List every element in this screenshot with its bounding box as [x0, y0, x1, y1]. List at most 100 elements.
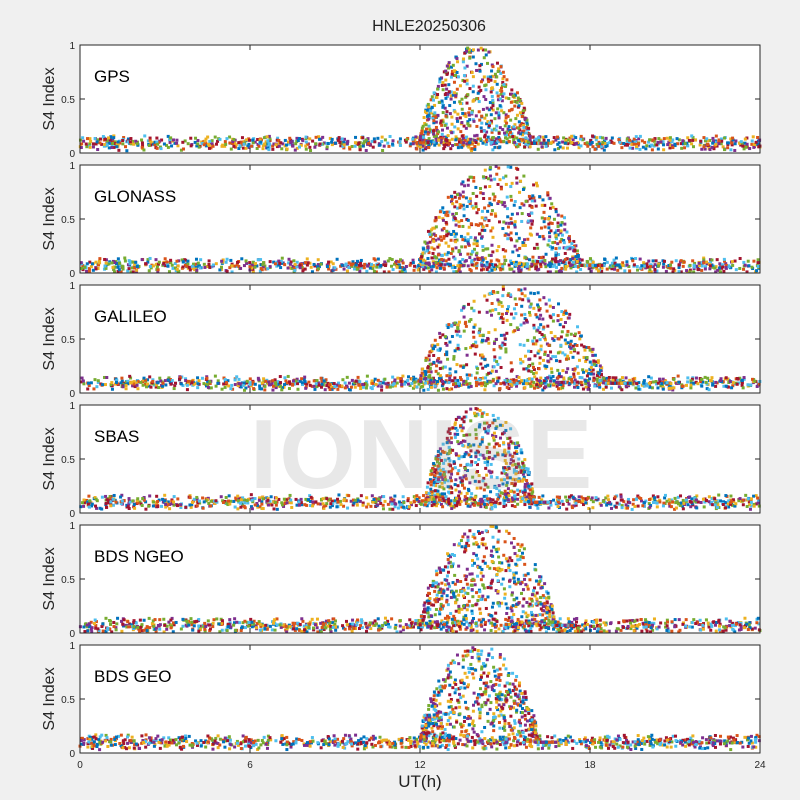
data-point: [493, 72, 497, 76]
data-point: [439, 263, 443, 267]
data-point: [444, 220, 448, 224]
data-point: [490, 209, 494, 213]
data-point: [287, 140, 291, 144]
data-point: [196, 386, 200, 390]
data-point: [154, 262, 158, 266]
data-point: [436, 253, 440, 257]
data-point: [112, 493, 116, 497]
data-point: [224, 260, 228, 264]
data-point: [554, 260, 558, 264]
data-point: [506, 127, 510, 131]
data-point: [642, 381, 646, 385]
data-point: [420, 129, 424, 133]
data-point: [472, 325, 476, 329]
data-point: [497, 136, 501, 140]
data-point: [441, 218, 445, 222]
data-point: [497, 131, 501, 135]
data-point: [531, 261, 535, 265]
data-point: [628, 378, 632, 382]
data-point: [472, 119, 476, 123]
data-point: [583, 142, 587, 146]
data-point: [460, 219, 464, 223]
data-point: [411, 258, 415, 262]
data-point: [574, 258, 578, 262]
data-point: [451, 202, 455, 206]
data-point: [427, 263, 431, 267]
data-point: [468, 197, 472, 201]
data-point: [424, 132, 428, 136]
data-point: [735, 382, 739, 386]
data-point: [499, 71, 503, 75]
data-point: [258, 269, 262, 273]
data-point: [417, 266, 421, 270]
data-point: [193, 262, 197, 266]
data-point: [179, 148, 183, 152]
data-point: [397, 260, 401, 264]
data-point: [677, 266, 681, 270]
data-point: [661, 386, 665, 390]
data-point: [537, 267, 541, 271]
data-point: [251, 138, 255, 142]
data-point: [461, 111, 465, 115]
data-point: [568, 312, 572, 316]
data-point: [128, 262, 132, 266]
data-point: [117, 268, 121, 272]
data-point: [507, 292, 511, 296]
data-point: [492, 127, 496, 131]
data-point: [344, 499, 348, 503]
data-point: [500, 84, 504, 88]
data-point: [343, 386, 347, 390]
data-point: [719, 377, 723, 381]
data-point: [628, 140, 632, 144]
data-point: [543, 203, 547, 207]
data-point: [546, 324, 550, 328]
data-point: [372, 269, 376, 273]
data-point: [612, 141, 616, 145]
data-point: [500, 89, 504, 93]
data-point: [659, 140, 663, 144]
data-point: [488, 201, 492, 205]
data-point: [509, 217, 513, 221]
data-point: [507, 263, 511, 267]
data-point: [676, 495, 680, 499]
data-point: [546, 193, 550, 197]
data-point: [571, 245, 575, 249]
data-point: [455, 57, 459, 61]
data-point: [438, 335, 442, 339]
data-point: [456, 378, 460, 382]
data-point: [488, 167, 492, 171]
data-point: [476, 257, 480, 261]
data-point: [141, 144, 145, 148]
data-point: [699, 139, 703, 143]
data-point: [214, 384, 218, 388]
data-point: [474, 340, 478, 344]
data-point: [442, 210, 446, 214]
data-point: [566, 138, 570, 142]
data-point: [752, 259, 756, 263]
data-point: [248, 263, 252, 267]
data-point: [600, 366, 604, 370]
data-point: [374, 270, 378, 274]
data-point: [513, 140, 517, 144]
data-point: [549, 331, 553, 335]
data-point: [544, 366, 548, 370]
data-point: [483, 217, 487, 221]
data-point: [300, 381, 304, 385]
data-point: [562, 216, 566, 220]
data-point: [637, 387, 641, 391]
axes-background: [80, 405, 760, 513]
data-point: [509, 259, 513, 263]
y-tick-label: 0: [69, 389, 75, 400]
data-point: [286, 374, 290, 378]
data-point: [506, 293, 510, 297]
data-point: [692, 263, 696, 267]
data-point: [442, 135, 446, 139]
data-point: [421, 124, 425, 128]
data-point: [584, 369, 588, 373]
data-point: [304, 147, 308, 151]
data-point: [426, 241, 430, 245]
data-point: [535, 261, 539, 265]
data-point: [494, 369, 498, 373]
data-point: [151, 264, 155, 268]
data-point: [429, 139, 433, 143]
